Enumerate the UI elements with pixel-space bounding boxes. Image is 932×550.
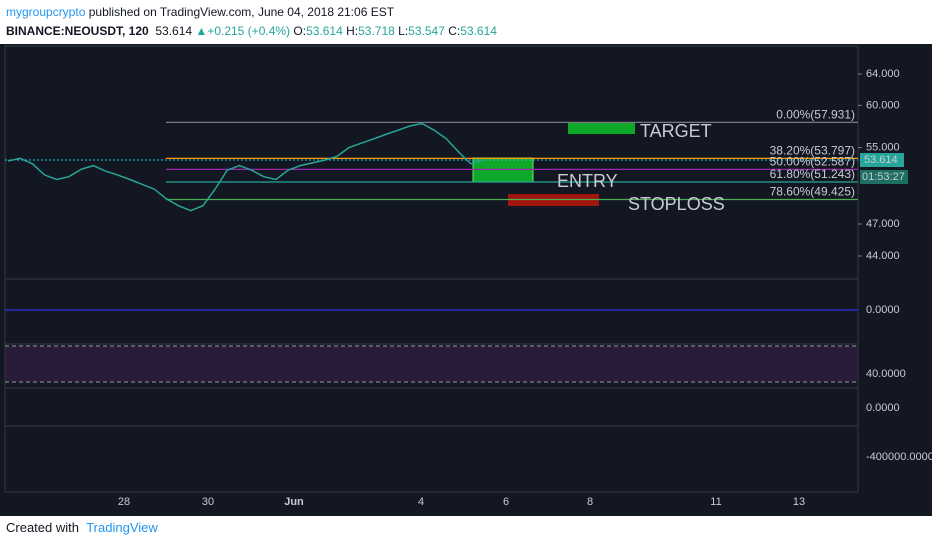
- y-tick-label: 64.000: [866, 68, 900, 80]
- x-tick-label: 30: [202, 496, 214, 508]
- last: 53.614: [155, 24, 193, 38]
- publish-line: mygroupcrypto published on TradingView.c…: [6, 3, 926, 22]
- brand[interactable]: TradingView: [86, 520, 158, 535]
- symbol: BINANCE:NEOUSDT, 120: [6, 24, 149, 38]
- target-box: [568, 122, 635, 134]
- x-tick-label: 6: [503, 496, 509, 508]
- ohlc-key: L:: [398, 24, 409, 38]
- fib-label: 0.00%(57.931): [776, 108, 855, 122]
- ohlc-value: 53.718: [358, 24, 395, 38]
- timer-tag: [860, 170, 908, 185]
- current-price-tag: [860, 153, 904, 168]
- y-tick-label: 44.000: [866, 250, 900, 262]
- x-tick-label: 11: [710, 496, 721, 508]
- ohlc-value: 53.614: [306, 24, 343, 38]
- indicator-axis-label: -400000.0000: [866, 451, 932, 463]
- x-tick-label: 8: [587, 496, 593, 508]
- price-line: [7, 122, 484, 212]
- timer-label: 01:53:27: [862, 171, 905, 183]
- ohlc: O:53.614 H:53.718 L:53.547 C:53.614: [293, 24, 497, 38]
- published: published on TradingView.com, June 04, 2…: [88, 5, 395, 19]
- x-tick-label: 28: [118, 496, 130, 508]
- footer: Created with TradingView: [6, 520, 158, 535]
- arrow: ▲: [195, 24, 208, 38]
- y-tick-label: 47.000: [866, 218, 900, 230]
- author[interactable]: mygroupcrypto: [6, 5, 86, 19]
- ohlc-key: O:: [293, 24, 307, 38]
- x-tick-label: 13: [793, 496, 805, 508]
- created: Created with: [6, 520, 79, 535]
- indicator-axis-label: 0.0000: [866, 304, 900, 316]
- fib-label: 78.60%(49.425): [770, 185, 855, 199]
- y-tick-label: 55.000: [866, 142, 900, 154]
- x-tick-label: 4: [418, 496, 424, 508]
- y-tick-label: 60.000: [866, 99, 900, 111]
- ohlc-key: H:: [346, 24, 359, 38]
- plot-frame: [4, 45, 859, 493]
- chart: 64.000 60.000 55.000 47.000 44.000 0.00%(57.9…: [0, 44, 932, 516]
- dynamic-layer: 64.000 60.000 55.000 47.000 44.000 0.00%(57.9…: [5, 68, 932, 508]
- fib-label: 50.00%(52.587): [770, 155, 855, 169]
- target-label: TARGET: [640, 121, 712, 141]
- stoploss-label: STOPLOSS: [628, 194, 725, 214]
- ohlc-key: C:: [448, 24, 461, 38]
- current-price-label: 53.614: [864, 154, 898, 166]
- indicator-axis-label: 40.0000: [866, 368, 906, 380]
- ohlc-value: 53.547: [408, 24, 445, 38]
- indicator-axis-label: 0.0000: [866, 402, 900, 414]
- change: +0.215 (+0.4%): [207, 24, 291, 38]
- entry-label: ENTRY: [557, 171, 618, 191]
- header: mygroupcrypto published on TradingView.c…: [6, 3, 926, 41]
- fib-label: 61.80%(51.243): [770, 167, 855, 181]
- fib-label: 38.20%(53.797): [770, 144, 855, 158]
- rsi-band: [5, 346, 858, 382]
- symbol-line: BINANCE:NEOUSDT, 120 53.614 ▲+0.215 (+0.…: [6, 22, 926, 41]
- x-tick-label: Jun: [284, 496, 304, 508]
- ohlc-value: 53.614: [460, 24, 497, 38]
